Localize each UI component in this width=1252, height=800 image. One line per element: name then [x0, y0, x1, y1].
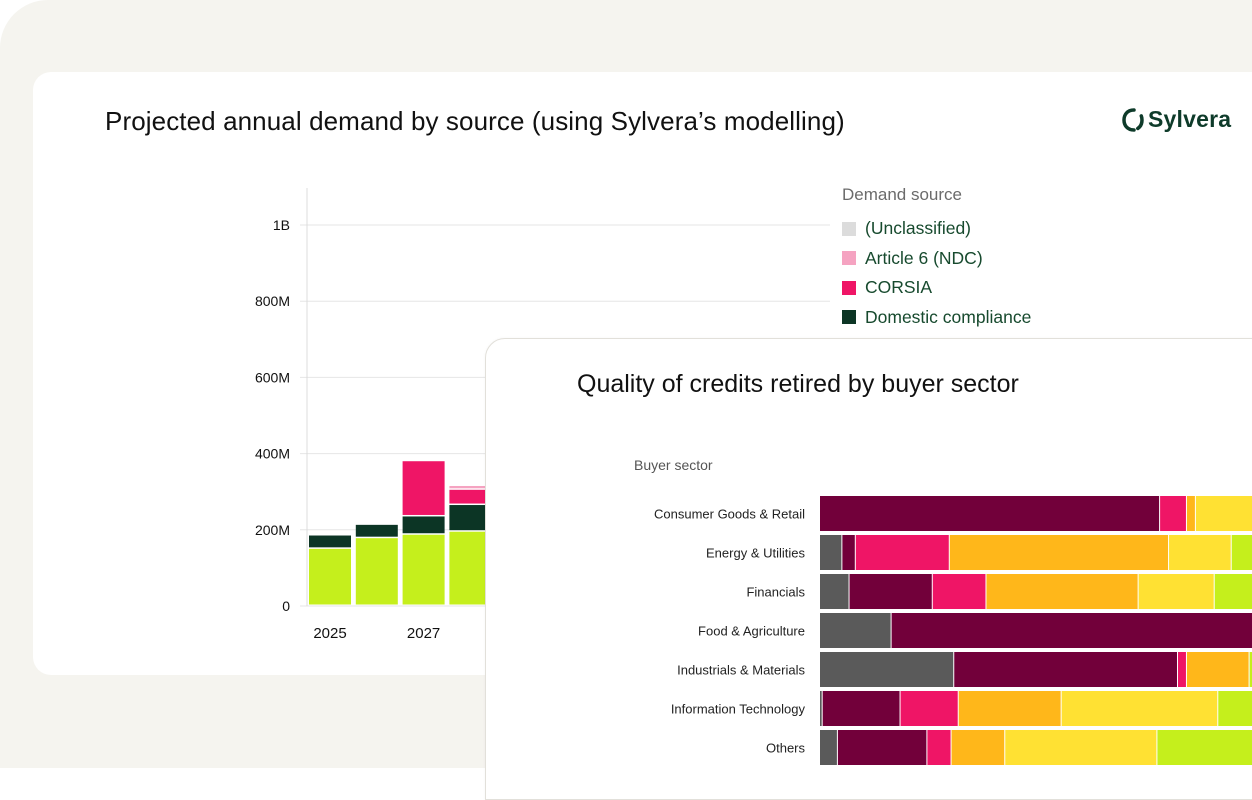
- bar-segment: [1187, 496, 1195, 531]
- bar-segment: [1169, 535, 1231, 570]
- bar-segment: [823, 691, 900, 726]
- quality-chart: Consumer Goods & Retail Energy & Utilitie…: [0, 0, 1252, 768]
- bar-segment: [820, 496, 1159, 531]
- category-label: Food & Agriculture: [698, 624, 805, 639]
- bar-segment: [954, 652, 1177, 687]
- bar-segment: [933, 574, 986, 609]
- category-label: Industrials & Materials: [677, 663, 805, 678]
- bar-segment: [820, 691, 822, 726]
- bar-segment: [952, 730, 1005, 765]
- bar-segment: [842, 535, 854, 570]
- category-label: Consumer Goods & Retail: [654, 507, 805, 522]
- bar-segment: [1005, 730, 1156, 765]
- bar-segment: [1215, 574, 1252, 609]
- bar-segment: [1157, 730, 1252, 765]
- bar-segment: [838, 730, 927, 765]
- category-label: Information Technology: [671, 702, 806, 717]
- bar-segment: [820, 652, 953, 687]
- bar-segment: [959, 691, 1061, 726]
- bar-segment: [1160, 496, 1186, 531]
- bar-segment: [820, 613, 891, 648]
- bar-segment: [892, 613, 1252, 648]
- bar-segment: [820, 535, 841, 570]
- bar-segment: [850, 574, 932, 609]
- bar-segment: [1196, 496, 1252, 531]
- bar-segment: [820, 574, 849, 609]
- bar-segment: [927, 730, 950, 765]
- bar-segment: [950, 535, 1168, 570]
- category-label: Energy & Utilities: [706, 546, 805, 561]
- bar-segment: [820, 730, 837, 765]
- bar-segment: [1187, 652, 1249, 687]
- bar-segment: [1062, 691, 1218, 726]
- bar-segment: [856, 535, 949, 570]
- bar-segment: [986, 574, 1137, 609]
- bar-segment: [1178, 652, 1186, 687]
- category-label: Financials: [746, 585, 805, 600]
- bar-segment: [901, 691, 958, 726]
- bar-segment: [1139, 574, 1214, 609]
- bar-segment: [1218, 691, 1252, 726]
- category-label: Others: [766, 741, 806, 756]
- bar-segment: [1232, 535, 1252, 570]
